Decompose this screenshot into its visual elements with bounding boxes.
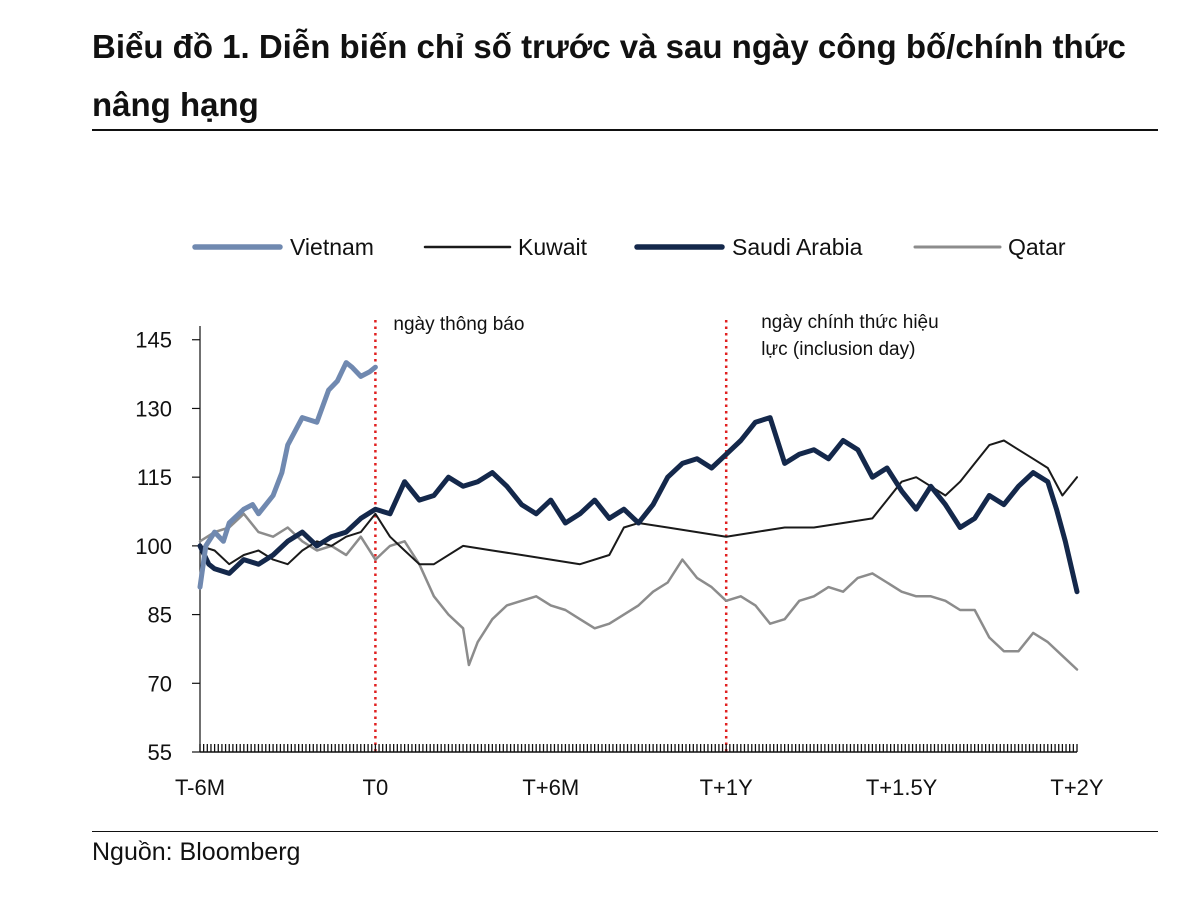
x-tick-label: T0 (363, 775, 389, 800)
title-divider (92, 129, 1158, 131)
y-tick-label: 100 (135, 534, 172, 559)
y-tick-label: 85 (148, 603, 172, 628)
series-group (197, 360, 1080, 671)
x-tick-label: T-6M (175, 775, 225, 800)
legend-label-vietnam: Vietnam (290, 234, 374, 260)
legend-label-kuwait: Kuwait (518, 234, 588, 260)
y-tick-label: 70 (148, 671, 172, 696)
x-tick-label: T+2Y (1050, 775, 1104, 800)
series-line-saudi (197, 415, 1080, 595)
legend-label-qatar: Qatar (1008, 234, 1066, 260)
event-annotations: ngày thông báo ngày chính thức hiệu lực (i… (374, 312, 939, 752)
series-line-vietnam (197, 360, 378, 590)
line-chart: Vietnam Kuwait Saudi Arabia Qatar ngày thôn… (135, 234, 1104, 800)
chart-title: Biểu đồ 1. Diễn biến chỉ số trước và sau… (92, 28, 1126, 123)
footer-divider (92, 831, 1158, 832)
source-note: Nguồn: Bloomberg (92, 838, 301, 866)
y-tick-label: 145 (135, 328, 172, 353)
x-tick-label: T+6M (522, 775, 579, 800)
legend-label-saudi: Saudi Arabia (732, 234, 863, 260)
annotation-label: ngày thông báo (393, 314, 524, 335)
y-tick-label: 55 (148, 740, 172, 765)
x-tick-label: T+1.5Y (866, 775, 938, 800)
y-tick-label: 130 (135, 396, 172, 421)
annotation-label-line: ngày chính thức hiệu (761, 312, 939, 333)
legend: Vietnam Kuwait Saudi Arabia Qatar (192, 234, 1066, 260)
x-axis-tick-band (199, 744, 1078, 752)
x-tick-label: T+1Y (700, 775, 754, 800)
annotation-label-line: lực (inclusion day) (761, 339, 915, 360)
axes: 55 70 85 100 115 130 145 T-6M T0 T+6M T+1Y T+1.5Y T+… (135, 326, 1104, 800)
y-tick-label: 115 (137, 465, 172, 490)
series-line-qatar (198, 512, 1079, 671)
